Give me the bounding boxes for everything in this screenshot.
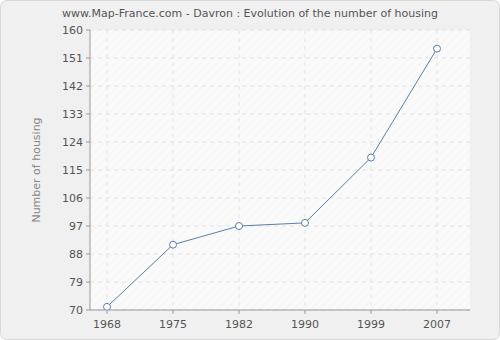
x-tick [239,310,240,314]
x-tick [107,310,108,314]
y-tick-label: 79 [69,276,83,289]
x-tick-label: 1999 [357,318,385,331]
y-tick-label: 124 [62,136,83,149]
grid-line [90,310,470,311]
y-tick [86,310,90,311]
grid-line [90,254,470,255]
marker [236,223,243,230]
x-tick-label: 2007 [423,318,451,331]
marker [170,241,177,248]
y-tick-label: 97 [69,220,83,233]
plot-hatch [90,30,470,310]
grid-line-x [239,30,240,310]
x-tick [437,310,438,314]
y-tick-label: 142 [62,80,83,93]
grid-line [90,282,470,283]
y-tick [86,58,90,59]
grid-line-x [371,30,372,310]
y-tick [86,226,90,227]
x-tick-label: 1975 [159,318,187,331]
marker [368,154,375,161]
x-tick-label: 1968 [93,318,121,331]
marker [302,219,309,226]
y-tick-label: 70 [69,304,83,317]
grid-line [90,142,470,143]
title: www.Map-France.com - Davron : Evolution … [62,7,438,20]
y-axis [90,30,91,310]
grid-line [90,226,470,227]
grid-line-x [437,30,438,310]
x-tick [371,310,372,314]
marker [104,303,111,310]
y-tick [86,170,90,171]
y-tick [86,114,90,115]
y-tick-label: 88 [69,248,83,261]
plot-area [90,30,470,310]
grid-line [90,58,470,59]
y-tick [86,30,90,31]
chart: www.Map-France.com - Davron : Evolution … [0,0,500,340]
grid-line [90,170,470,171]
marker [434,45,441,52]
grid-line [90,198,470,199]
y-tick-label: 151 [62,52,83,65]
y-tick [86,254,90,255]
y-tick [86,86,90,87]
y-tick [86,142,90,143]
y-tick [86,282,90,283]
y-tick-label: 106 [62,192,83,205]
x-axis [90,310,470,311]
x-tick [173,310,174,314]
x-tick-label: 1990 [291,318,319,331]
y-tick [86,198,90,199]
x-tick [305,310,306,314]
series [104,45,441,310]
x-tick-label: 1982 [225,318,253,331]
grid-line [90,86,470,87]
grid-line-x [173,30,174,310]
grid-line [90,114,470,115]
y-axis-label: Number of housing [30,117,43,222]
line [107,49,437,307]
y-tick-label: 115 [62,164,83,177]
y-tick-label: 133 [62,108,83,121]
grid-line-x [107,30,108,310]
y-tick-label: 160 [62,24,83,37]
background [1,1,500,340]
grid-line [90,30,470,31]
grid-line-x [305,30,306,310]
